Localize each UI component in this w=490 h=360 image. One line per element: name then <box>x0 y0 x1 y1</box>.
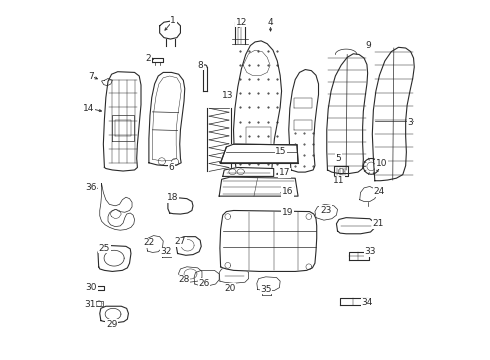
Text: 30: 30 <box>86 283 97 292</box>
Polygon shape <box>95 286 104 291</box>
Polygon shape <box>179 267 202 282</box>
Text: 9: 9 <box>366 41 371 50</box>
Text: 35: 35 <box>260 285 271 294</box>
Text: 7: 7 <box>88 72 94 81</box>
Text: 13: 13 <box>222 91 234 100</box>
Polygon shape <box>257 277 280 291</box>
Polygon shape <box>98 245 131 271</box>
Polygon shape <box>337 218 374 234</box>
Polygon shape <box>147 235 163 252</box>
Polygon shape <box>103 72 141 171</box>
Polygon shape <box>327 54 368 174</box>
Text: 17: 17 <box>279 168 290 177</box>
Polygon shape <box>219 268 248 283</box>
Text: 8: 8 <box>197 61 203 70</box>
Polygon shape <box>315 204 338 220</box>
Text: 22: 22 <box>143 238 154 247</box>
Text: 19: 19 <box>282 208 293 217</box>
Text: 28: 28 <box>178 275 190 284</box>
Text: 3: 3 <box>407 118 413 127</box>
Polygon shape <box>372 47 414 181</box>
Text: 2: 2 <box>146 54 151 63</box>
Polygon shape <box>100 306 128 323</box>
Text: 23: 23 <box>320 206 331 215</box>
Polygon shape <box>149 72 185 166</box>
Text: 15: 15 <box>275 147 287 156</box>
Polygon shape <box>219 177 298 196</box>
Text: 24: 24 <box>374 187 385 196</box>
Text: 25: 25 <box>99 244 110 253</box>
Text: 5: 5 <box>335 154 341 163</box>
Text: 27: 27 <box>175 237 186 246</box>
Text: 26: 26 <box>198 279 209 288</box>
Text: 18: 18 <box>167 193 178 202</box>
Polygon shape <box>168 198 193 214</box>
Text: 33: 33 <box>364 247 375 256</box>
Polygon shape <box>160 21 180 39</box>
Text: 10: 10 <box>375 159 387 168</box>
Text: 11: 11 <box>333 176 344 185</box>
Polygon shape <box>220 144 298 163</box>
Text: 32: 32 <box>160 247 172 256</box>
Polygon shape <box>194 270 219 286</box>
Text: 12: 12 <box>236 18 247 27</box>
Text: 6: 6 <box>169 163 174 172</box>
Polygon shape <box>220 211 317 271</box>
Polygon shape <box>349 252 368 260</box>
Polygon shape <box>340 298 368 305</box>
Polygon shape <box>289 69 318 172</box>
Text: 21: 21 <box>373 219 384 228</box>
Polygon shape <box>101 78 112 86</box>
Polygon shape <box>95 301 103 306</box>
Text: 36: 36 <box>85 183 97 192</box>
Polygon shape <box>334 166 348 176</box>
Polygon shape <box>152 58 163 62</box>
Polygon shape <box>360 186 377 202</box>
Text: 20: 20 <box>224 284 236 293</box>
Text: 14: 14 <box>83 104 95 113</box>
Text: 29: 29 <box>106 320 117 329</box>
Polygon shape <box>223 167 274 176</box>
Polygon shape <box>176 237 201 255</box>
Text: 1: 1 <box>171 16 176 25</box>
Text: 16: 16 <box>282 187 293 196</box>
Polygon shape <box>234 41 282 174</box>
Text: 34: 34 <box>361 298 372 307</box>
Polygon shape <box>162 252 172 257</box>
Text: 4: 4 <box>267 18 273 27</box>
Text: 31: 31 <box>84 300 96 309</box>
